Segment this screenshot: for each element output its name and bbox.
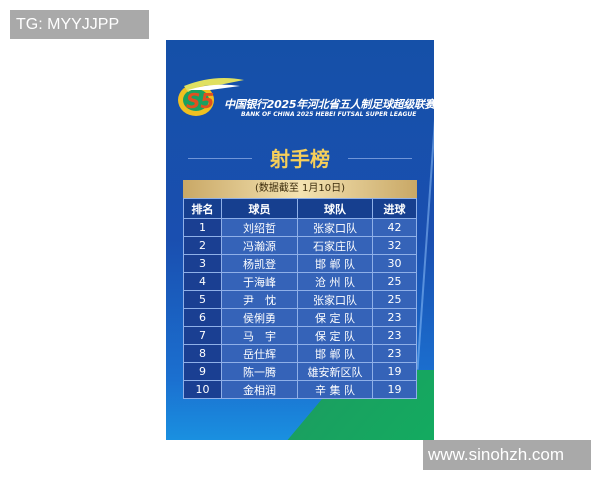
goals-cell: 19 <box>372 380 417 399</box>
player-cell: 陈一腾 <box>221 362 298 381</box>
player-cell: 冯瀚源 <box>221 236 298 255</box>
team-cell: 辛 集 队 <box>297 380 373 399</box>
team-cell: 保 定 队 <box>297 308 373 327</box>
column-header-rank: 排名 <box>183 198 222 219</box>
goals-cell: 23 <box>372 308 417 327</box>
rank-cell: 6 <box>183 308 222 327</box>
scorers-poster: S5 中国银行2025年河北省五人制足球超级联赛 BANK OF CHINA 2… <box>166 40 434 440</box>
goals-cell: 19 <box>372 362 417 381</box>
player-cell: 于海峰 <box>221 272 298 291</box>
player-cell: 金相润 <box>221 380 298 399</box>
league-logo-icon: S5 <box>178 78 244 116</box>
goals-cell: 25 <box>372 290 417 309</box>
team-cell: 邯 郸 队 <box>297 344 373 363</box>
table-row: 2 冯瀚源 石家庄队 32 <box>183 236 417 255</box>
team-cell: 石家庄队 <box>297 236 373 255</box>
goals-cell: 30 <box>372 254 417 273</box>
team-cell: 张家口队 <box>297 218 373 237</box>
rank-cell: 9 <box>183 362 222 381</box>
team-cell: 邯 郸 队 <box>297 254 373 273</box>
player-cell: 杨凯登 <box>221 254 298 273</box>
page-title: 射手榜 <box>270 147 330 171</box>
team-cell: 沧 州 队 <box>297 272 373 291</box>
rank-cell: 8 <box>183 344 222 363</box>
goals-cell: 23 <box>372 326 417 345</box>
rank-cell: 3 <box>183 254 222 273</box>
divider-right <box>348 158 412 159</box>
goals-cell: 32 <box>372 236 417 255</box>
team-cell: 雄安新区队 <box>297 362 373 381</box>
league-title-en: BANK OF CHINA 2025 HEBEI FUTSAL SUPER LE… <box>241 111 417 118</box>
table-row: 9 陈一腾 雄安新区队 19 <box>183 362 417 381</box>
rank-cell: 1 <box>183 218 222 237</box>
scorers-table: (数据截至 1月10日) 排名 球员 球队 进球 1 刘绍哲 张家口队 42 2 冯瀚源石… <box>183 180 417 399</box>
table-row: 6 侯俐勇保 定 队 23 <box>183 308 417 327</box>
table-row: 4 于海峰沧 州 队 25 <box>183 272 417 291</box>
rank-cell: 2 <box>183 236 222 255</box>
player-cell: 刘绍哲 <box>221 218 298 237</box>
table-header: 排名 球员 球队 进球 <box>183 198 417 219</box>
divider-left <box>188 158 252 159</box>
player-cell: 岳仕辉 <box>221 344 298 363</box>
goals-cell: 25 <box>372 272 417 291</box>
table-row: 8 岳仕辉邯 郸 队 23 <box>183 344 417 363</box>
goals-cell: 42 <box>372 218 417 237</box>
light-streak <box>416 40 434 370</box>
column-header-goals: 进球 <box>372 198 417 219</box>
rank-cell: 5 <box>183 290 222 309</box>
column-header-player: 球员 <box>221 198 298 219</box>
player-cell: 侯俐勇 <box>221 308 298 327</box>
player-cell: 马 宇 <box>221 326 298 345</box>
table-row: 3 杨凯登邯 郸 队 30 <box>183 254 417 273</box>
league-title-cn: 中国银行2025年河北省五人制足球超级联赛 <box>224 98 434 111</box>
date-note: (数据截至 1月10日) <box>183 180 417 198</box>
table-row: 1 刘绍哲 张家口队 42 <box>183 218 417 237</box>
watermark-tg: TG: MYYJJPP <box>10 10 149 39</box>
player-cell: 尹 忱 <box>221 290 298 309</box>
goals-cell: 23 <box>372 344 417 363</box>
rank-cell: 7 <box>183 326 222 345</box>
table-row: 10 金相润辛 集 队 19 <box>183 380 417 399</box>
rank-cell: 10 <box>183 380 222 399</box>
team-cell: 张家口队 <box>297 290 373 309</box>
svg-text:S5: S5 <box>186 89 214 113</box>
team-cell: 保 定 队 <box>297 326 373 345</box>
watermark-site: www.sinohzh.com <box>423 440 591 470</box>
rank-cell: 4 <box>183 272 222 291</box>
column-header-team: 球队 <box>297 198 373 219</box>
